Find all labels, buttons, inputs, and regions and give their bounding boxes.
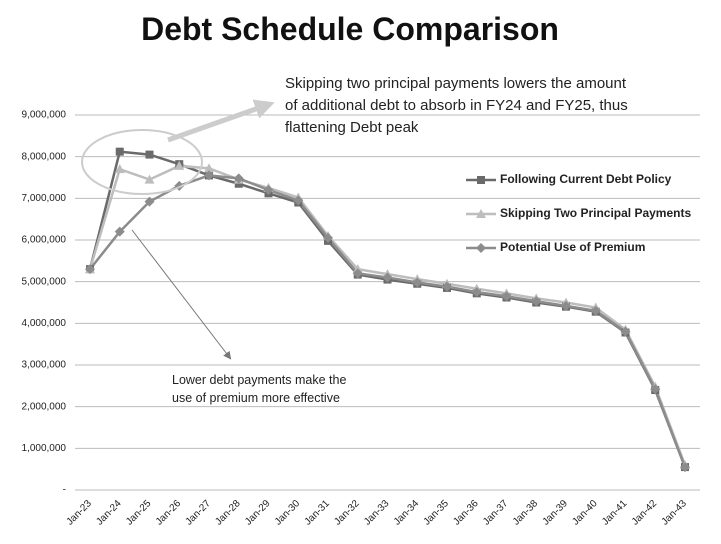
- annotation: of additional debt to absorb in FY24 and…: [285, 97, 628, 114]
- data-point: [144, 196, 155, 207]
- x-tick-label: Jan-30: [273, 498, 303, 528]
- data-point: [531, 296, 542, 307]
- data-point: [680, 462, 690, 473]
- data-point: [477, 176, 485, 184]
- data-point: [561, 300, 571, 311]
- y-tick-label: 3,000,000: [22, 360, 67, 371]
- data-point: [412, 277, 423, 288]
- data-point: [114, 164, 125, 174]
- data-point: [476, 243, 486, 253]
- data-point: [620, 326, 631, 337]
- legend-label: Skipping Two Principal Payments: [500, 206, 691, 220]
- y-tick-label: 1,000,000: [22, 443, 67, 454]
- x-tick-label: Jan-28: [213, 498, 243, 528]
- annotation: use of premium more effective: [172, 391, 340, 405]
- legend-label: Potential Use of Premium: [500, 240, 645, 254]
- x-tick-label: Jan-40: [570, 498, 600, 528]
- data-point: [650, 384, 661, 395]
- y-tick-label: 7,000,000: [22, 193, 67, 204]
- y-tick-label: -: [63, 485, 66, 496]
- chart-title: Debt Schedule Comparison: [141, 11, 559, 47]
- y-tick-label: 4,000,000: [22, 318, 67, 329]
- y-tick-label: 9,000,000: [22, 110, 67, 121]
- x-tick-label: Jan-34: [392, 498, 422, 528]
- highlight-ellipse: [81, 129, 203, 195]
- data-point: [115, 147, 124, 156]
- legend-label: Following Current Debt Policy: [500, 172, 672, 186]
- data-point: [234, 179, 243, 188]
- annotation: Skipping two principal payments lowers t…: [285, 75, 627, 92]
- y-tick-label: 8,000,000: [22, 151, 67, 162]
- data-point: [590, 305, 601, 316]
- x-tick-label: Jan-41: [600, 498, 630, 528]
- data-point: [233, 173, 244, 184]
- y-tick-label: 2,000,000: [22, 401, 67, 412]
- x-tick-label: Jan-39: [541, 498, 571, 528]
- x-tick-label: Jan-27: [184, 498, 214, 528]
- data-point: [85, 264, 95, 275]
- data-point: [323, 232, 333, 243]
- x-tick-label: Jan-31: [303, 498, 333, 528]
- callout-arrow: [167, 99, 275, 143]
- x-tick-label: Jan-33: [362, 498, 392, 528]
- data-point: [293, 195, 304, 206]
- data-point: [204, 170, 214, 181]
- x-tick-label: Jan-36: [451, 498, 481, 528]
- data-point: [204, 163, 214, 173]
- y-tick-label: 6,000,000: [22, 235, 67, 246]
- callout-arrow: [131, 229, 232, 360]
- x-tick-label: Jan-42: [630, 498, 660, 528]
- data-point: [501, 291, 512, 302]
- x-tick-label: Jan-35: [422, 498, 452, 528]
- y-tick-label: 5,000,000: [22, 276, 67, 287]
- data-point: [476, 209, 486, 218]
- x-tick-label: Jan-29: [243, 498, 273, 528]
- data-point: [144, 174, 155, 184]
- data-point: [114, 226, 125, 237]
- data-point: [263, 185, 274, 195]
- x-tick-label: Jan-43: [660, 498, 690, 528]
- x-tick-label: Jan-32: [332, 498, 362, 528]
- data-point: [174, 160, 185, 170]
- plot-area: - 1,000,000 2,000,000 3,000,000 4,000,000 5,0…: [22, 110, 700, 528]
- x-tick-label: Jan-38: [511, 498, 541, 528]
- x-tick-label: Jan-23: [65, 498, 95, 528]
- data-point: [352, 268, 363, 279]
- data-point: [471, 287, 482, 298]
- x-tick-label: Jan-25: [124, 498, 154, 528]
- x-tick-label: Jan-24: [94, 498, 124, 528]
- data-point: [145, 150, 154, 159]
- data-point: [442, 281, 452, 292]
- data-point: [382, 272, 393, 283]
- x-tick-label: Jan-37: [481, 498, 511, 528]
- annotation: Lower debt payments make the: [172, 373, 346, 387]
- x-tick-label: Jan-26: [154, 498, 184, 528]
- annotation: flattening Debt peak: [285, 119, 419, 136]
